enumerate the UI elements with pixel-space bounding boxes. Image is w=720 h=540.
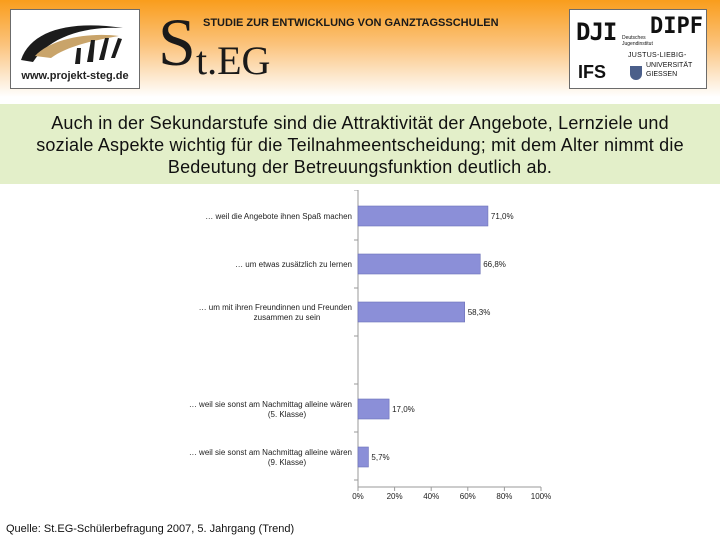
steg-logo-initial: S: [158, 4, 196, 80]
dji-logo: DJI: [576, 18, 617, 46]
dipf-logo: DIPF: [650, 14, 703, 39]
category-label-3-1: (5. Klasse): [268, 410, 307, 419]
x-tick-label-4: 80%: [496, 492, 512, 501]
slide-title-line-1: Auch in der Sekundarstufe sind die Attra…: [51, 113, 669, 133]
bar-value-label-3: 17,0%: [392, 405, 415, 414]
x-tick-label-1: 20%: [387, 492, 403, 501]
steg-project-logo[interactable]: www.projekt-steg.de: [10, 9, 140, 89]
category-label-2-1: zusammen zu sein: [254, 313, 321, 322]
project-url[interactable]: www.projekt-steg.de: [21, 70, 129, 82]
category-label-2-0: … um mit ihren Freundinnen und Freunden: [199, 303, 352, 312]
bar-value-label-0: 71,0%: [491, 212, 514, 221]
category-label-3-0: … weil sie sonst am Nachmittag alleine w…: [189, 400, 352, 409]
university-seal-icon: [630, 66, 642, 80]
slide-title-band: Auch in der Sekundarstufe sind die Attra…: [0, 104, 720, 184]
partner-logos: DJI Deutsches Jugendinstitut DIPF IFS JU…: [569, 9, 707, 89]
bar-value-label-1: 66,8%: [483, 260, 506, 269]
slide-title-line-3: Bedeutung der Betreuungsfunktion deutlic…: [167, 157, 553, 177]
bar-value-label-2: 58,3%: [468, 308, 491, 317]
steg-logo-rest: t.EG: [196, 38, 271, 83]
university-name-1: JUSTUS-LIEBIG-: [628, 52, 687, 59]
bar-2: [357, 301, 465, 323]
bar-0: [357, 205, 489, 227]
category-label-4-1: (9. Klasse): [268, 458, 307, 467]
bar-chart: 0% 20% 40% 60% 80% 100% 71,0% … weil die Angebo…: [189, 190, 551, 501]
x-tick-label-0: 0%: [352, 492, 364, 501]
x-tick-label-5: 100%: [531, 492, 551, 501]
category-label-4-0: … weil sie sonst am Nachmittag alleine w…: [189, 448, 352, 457]
x-tick-label-3: 60%: [460, 492, 476, 501]
bar-4: [357, 446, 369, 468]
university-name-2: UNIVERSITÄT: [646, 62, 693, 69]
university-name-3: GIESSEN: [646, 71, 678, 78]
bar-1: [357, 253, 481, 275]
category-label-0-0: … weil die Angebote ihnen Spaß machen: [205, 212, 352, 221]
steg-swoosh-icon: [21, 25, 123, 64]
bar-value-label-4: 5,7%: [371, 453, 389, 462]
dji-caption-2: Jugendinstitut: [622, 41, 653, 47]
slide-title: Auch in der Sekundarstufe sind die Attra…: [0, 112, 720, 178]
source-note: Quelle: St.EG-Schülerbefragung 2007, 5. …: [6, 523, 295, 535]
x-tick-label-2: 40%: [423, 492, 439, 501]
slide-title-line-2: soziale Aspekte wichtig für die Teilnahm…: [36, 135, 684, 155]
dji-caption-1: Deutsches: [622, 35, 646, 41]
ifs-logo: IFS: [578, 62, 607, 82]
bar-3: [357, 398, 390, 420]
category-label-1-0: … um etwas zusätzlich zu lernen: [235, 260, 352, 269]
header-banner: www.projekt-steg.de S t.EG STUDIE ZUR EN…: [0, 0, 720, 97]
steg-subtitle: STUDIE ZUR ENTWICKLUNG VON GANZTAGSSCHUL…: [203, 17, 499, 29]
